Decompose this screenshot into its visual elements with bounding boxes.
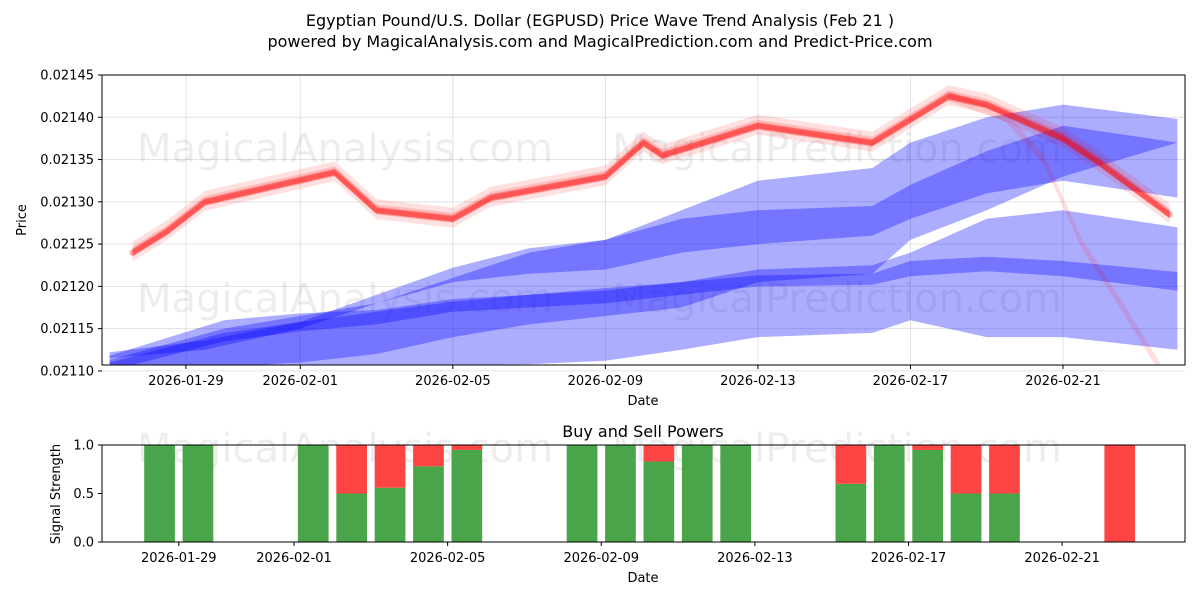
price-y-tick-label-3: 0.02125 xyxy=(40,238,94,253)
price-x-tick-label-3: 2026-02-09 xyxy=(568,374,644,389)
signal-x-tick-label-5: 2026-02-17 xyxy=(871,551,947,566)
price-x-tick-label-5: 2026-02-17 xyxy=(873,374,949,389)
buy-bar-9 xyxy=(643,461,675,542)
price-wave-core xyxy=(129,93,1173,256)
sell-bar-15 xyxy=(950,445,982,494)
sell-bar-5 xyxy=(413,445,444,467)
price-grid xyxy=(102,74,1185,372)
buy-bar-4 xyxy=(374,487,406,542)
chart-title-line1: Egyptian Pound/U.S. Dollar (EGPUSD) Pric… xyxy=(306,11,894,30)
watermark-top-right: MagicalPrediction.com xyxy=(612,126,1062,172)
sell-bar-12 xyxy=(835,445,867,484)
buy-bar-12 xyxy=(835,483,867,542)
buy-bar-3 xyxy=(336,493,367,542)
price-x-tick-label-1: 2026-02-01 xyxy=(263,374,339,389)
signal-chart-title: Buy and Sell Powers xyxy=(562,422,724,441)
signal-y-tick-label-2: 1.0 xyxy=(73,439,94,454)
buy-bar-5 xyxy=(413,466,444,542)
price-y-tick-label-0: 0.02110 xyxy=(40,364,94,379)
price-y-tick-label-6: 0.02140 xyxy=(40,111,94,126)
sell-bar-14 xyxy=(912,445,943,450)
price-wave-4 xyxy=(132,94,1170,257)
price-waves xyxy=(129,85,1173,365)
watermark-mid-right: MagicalPrediction.com xyxy=(612,276,1062,322)
signal-y-tick-label-1: 0.5 xyxy=(73,487,94,502)
chart-title-line2: powered by MagicalAnalysis.com and Magic… xyxy=(267,32,932,51)
price-y-tick-label-1: 0.02115 xyxy=(40,322,94,337)
price-y-tick-label-4: 0.02130 xyxy=(40,195,94,210)
price-wave-2 xyxy=(132,92,1170,262)
buy-bar-1 xyxy=(182,445,214,542)
watermark-mid-left: MagicalAnalysis.com xyxy=(137,276,553,322)
price-y-label: Price xyxy=(15,204,30,236)
signal-y-label: Signal Strength xyxy=(49,444,64,544)
signal-y-axis: 0.0 0.5 1.0 xyxy=(73,439,102,551)
signal-x-axis: 2026-01-29 2026-02-01 2026-02-05 2026-02-09… xyxy=(141,542,1100,566)
prediction-band-3 xyxy=(109,125,1178,365)
price-wave-1 xyxy=(132,85,1170,257)
price-x-label: Date xyxy=(627,394,658,409)
signal-x-tick-label-2: 2026-02-05 xyxy=(410,551,486,566)
buy-bar-6 xyxy=(451,449,483,542)
signal-bars xyxy=(144,445,1136,542)
signal-x-tick-label-4: 2026-02-13 xyxy=(717,551,793,566)
sell-bar-17 xyxy=(1104,445,1136,542)
signal-x-tick-label-6: 2026-02-21 xyxy=(1024,551,1100,566)
price-wave-3 xyxy=(132,90,1170,256)
price-x-tick-label-0: 2026-01-29 xyxy=(148,374,224,389)
price-x-axis: 2026-01-29 2026-02-01 2026-02-05 2026-02-09… xyxy=(148,365,1101,389)
signal-x-tick-label-3: 2026-02-09 xyxy=(563,551,639,566)
price-y-tick-label-5: 0.02135 xyxy=(40,153,94,168)
prediction-band-2 xyxy=(109,256,1178,365)
buy-bar-13 xyxy=(873,445,905,542)
sell-bar-3 xyxy=(336,445,367,494)
prediction-band-4 xyxy=(109,210,1178,365)
watermark-top-left: MagicalAnalysis.com xyxy=(137,126,553,172)
price-wave-tail-low xyxy=(948,91,1162,365)
buy-bar-7 xyxy=(566,445,598,542)
price-y-axis: 0.02110 0.02115 0.02120 0.02125 0.02130 0.021… xyxy=(40,69,102,379)
sell-bar-4 xyxy=(374,445,406,488)
signal-x-label: Date xyxy=(627,571,658,586)
signal-chart: Buy and Sell Powers MagicalAnalysis.com … xyxy=(49,422,1186,586)
price-y-tick-label-2: 0.02120 xyxy=(40,280,94,295)
buy-bar-2 xyxy=(297,445,329,542)
price-plot-frame xyxy=(101,74,1186,366)
prediction-bands xyxy=(109,104,1178,365)
buy-bar-8 xyxy=(605,445,636,542)
price-chart: MagicalAnalysis.com MagicalPrediction.co… xyxy=(15,69,1186,409)
buy-bar-0 xyxy=(144,445,175,542)
sell-bar-16 xyxy=(989,445,1020,494)
prediction-band-1 xyxy=(109,104,1178,359)
price-y-tick-label-7: 0.02145 xyxy=(40,69,94,84)
price-x-tick-label-6: 2026-02-21 xyxy=(1025,374,1101,389)
buy-bar-15 xyxy=(950,493,982,542)
buy-bar-14 xyxy=(912,449,943,542)
buy-bar-16 xyxy=(989,493,1020,542)
buy-bar-11 xyxy=(720,445,751,542)
price-x-tick-label-2: 2026-02-05 xyxy=(415,374,491,389)
price-watermarks: MagicalAnalysis.com MagicalPrediction.co… xyxy=(137,126,1062,322)
signal-x-tick-label-1: 2026-02-01 xyxy=(256,551,332,566)
sell-bar-6 xyxy=(451,445,483,450)
buy-bar-10 xyxy=(681,445,713,542)
price-x-tick-label-4: 2026-02-13 xyxy=(720,374,796,389)
sell-bar-9 xyxy=(643,445,675,462)
signal-x-tick-label-0: 2026-01-29 xyxy=(141,551,217,566)
signal-y-tick-label-0: 0.0 xyxy=(73,536,94,551)
